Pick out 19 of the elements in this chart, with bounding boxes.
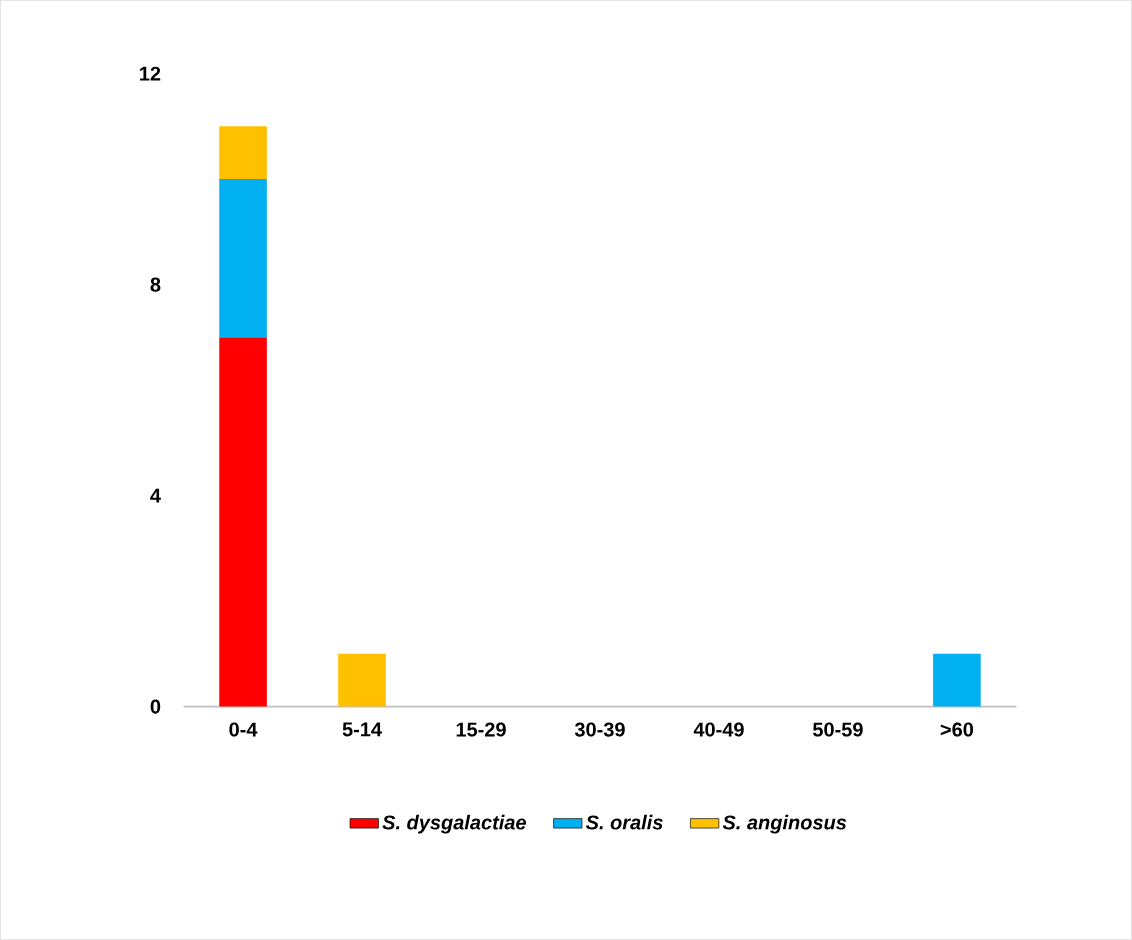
bar [338,653,386,707]
bar [219,337,267,707]
x-tick-label: 50-59 [812,722,863,737]
y-tick-label: 12 [140,66,161,81]
y-tick-label: 8 [150,277,161,292]
y-tick-label: 0 [150,699,161,714]
x-tick-label: 40-49 [693,722,744,737]
legend-label: S. anginosus [722,814,847,834]
x-tick-label: 5-14 [342,722,382,737]
bar [219,179,267,338]
x-tick-label: >60 [940,722,974,737]
legend-label: S. dysgalactiae [382,814,526,834]
x-tick-label: 30-39 [574,722,625,737]
y-tick-label: 4 [150,488,161,503]
legend-label: S. oralis [585,814,663,830]
x-tick-label: 0-4 [229,722,258,737]
bar [219,126,267,180]
bar [933,653,981,707]
x-tick-label: 15-29 [456,722,506,737]
